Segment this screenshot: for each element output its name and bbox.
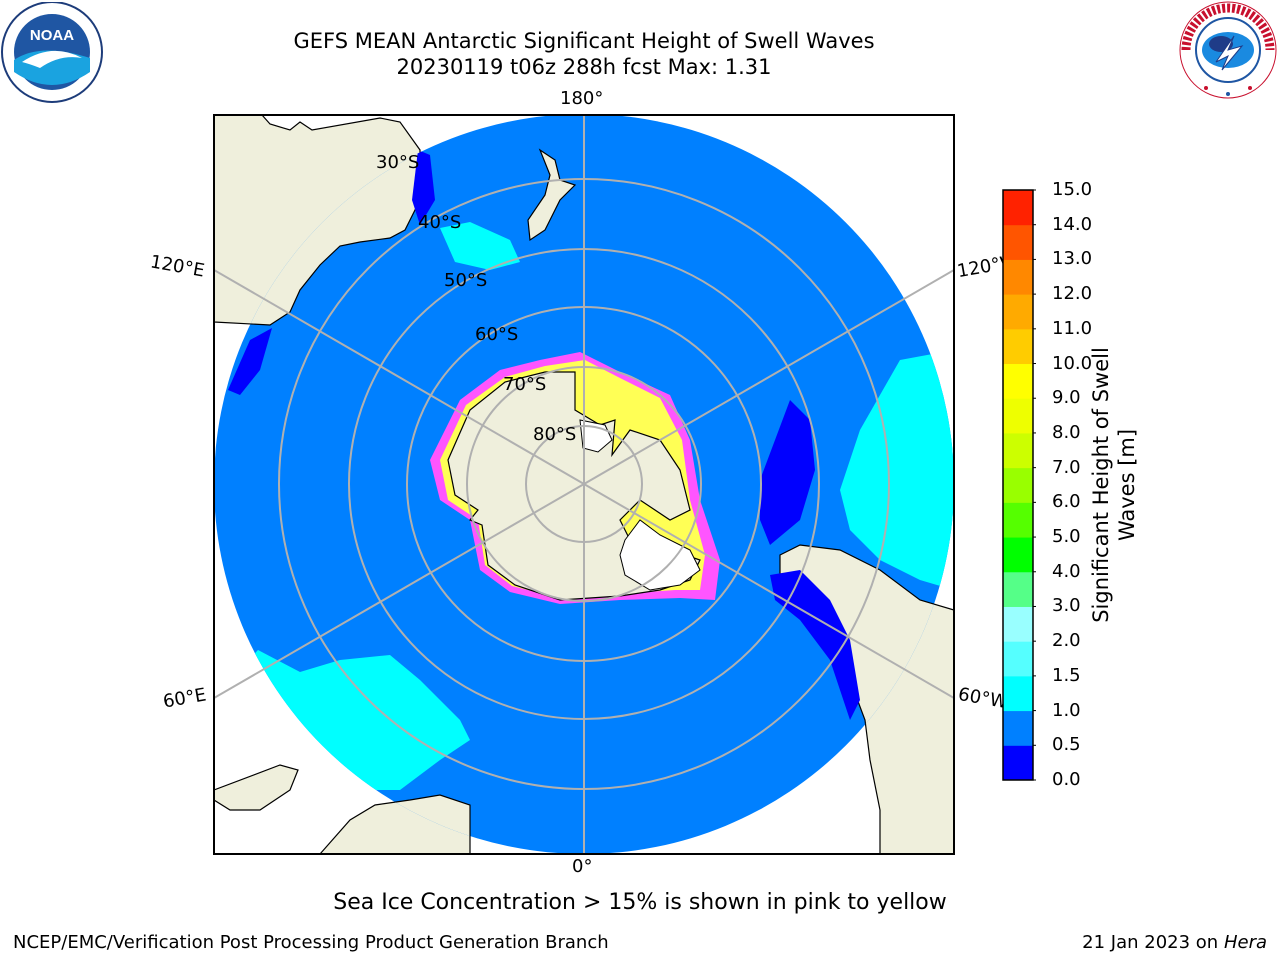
lat-label-70s: 70°S bbox=[503, 374, 547, 395]
colorbar-title-line2: Waves [m] bbox=[1115, 428, 1139, 542]
colorbar-tick-label: 8.0 bbox=[1052, 421, 1081, 443]
colorbar-tick-label: 12.0 bbox=[1052, 283, 1093, 305]
swell-area-0-0-0-5 bbox=[228, 328, 272, 395]
map-frame-border bbox=[213, 114, 955, 855]
colorbar-tick-label: 5.0 bbox=[1052, 526, 1081, 548]
colorbar-segment bbox=[1003, 467, 1033, 503]
colorbar-tick-label: 0.5 bbox=[1052, 734, 1081, 756]
colorbar-segment bbox=[1003, 675, 1033, 712]
colorbar-segment bbox=[1003, 606, 1033, 642]
lat-label-30s: 30°S bbox=[376, 152, 420, 173]
colorbar-segment bbox=[1003, 537, 1033, 573]
colorbar-tick-label: 1.5 bbox=[1052, 664, 1081, 686]
swell-area-0-0-0-5 bbox=[770, 570, 860, 720]
colorbar-tick-label: 10.0 bbox=[1052, 352, 1093, 374]
colorbar-tick-label: 4.0 bbox=[1052, 560, 1081, 582]
colorbar-segment bbox=[1003, 190, 1033, 226]
swell-area-0-0-0-5 bbox=[412, 150, 435, 225]
colorbar bbox=[1002, 189, 1036, 781]
national-weather-service-logo-icon bbox=[1179, 1, 1277, 99]
chart-subtitle: 20230119 t06z 288h fcst Max: 1.31 bbox=[396, 55, 772, 79]
ice-shelf bbox=[579, 419, 613, 453]
colorbar-segment bbox=[1003, 432, 1033, 469]
colorbar-tick-label: 13.0 bbox=[1052, 248, 1093, 270]
colorbar-tick-label: 11.0 bbox=[1052, 317, 1093, 339]
swell-area-1-0-1-5 bbox=[440, 222, 520, 270]
colorbar-segment bbox=[1003, 328, 1033, 365]
sea-ice-note: Sea Ice Concentration > 15% is shown in … bbox=[333, 890, 947, 915]
lat-label-80s: 80°S bbox=[533, 424, 577, 445]
colorbar-segment bbox=[1003, 745, 1033, 781]
colorbar-tick-label: 0.0 bbox=[1052, 769, 1081, 790]
colorbar-segment bbox=[1003, 398, 1033, 434]
colorbar-segment bbox=[1003, 571, 1033, 607]
madagascar-land bbox=[214, 764, 299, 811]
colorbar-tick-label: 14.0 bbox=[1052, 213, 1093, 235]
swell-area-1-0-1-5 bbox=[840, 350, 954, 590]
colorbar-segment bbox=[1003, 224, 1033, 260]
colorbar-segment bbox=[1003, 294, 1033, 330]
colorbar-segment bbox=[1003, 641, 1033, 677]
footer-credit: NCEP/EMC/Verification Post Processing Pr… bbox=[13, 932, 609, 953]
footer-date: 21 Jan 2023 on Hera bbox=[1082, 932, 1267, 953]
ice-shelf bbox=[619, 519, 701, 591]
svg-text:NOAA: NOAA bbox=[30, 27, 74, 44]
longitude-lines bbox=[214, 115, 954, 854]
colorbar-title-line1: Significant Height of Swell bbox=[1089, 347, 1113, 623]
swell-area-0-0-0-5 bbox=[760, 400, 815, 545]
footer-date-text: 21 Jan 2023 on bbox=[1082, 932, 1224, 953]
colorbar-tick-label: 15.0 bbox=[1052, 179, 1093, 200]
colorbar-segment bbox=[1003, 363, 1033, 399]
new-zealand-land bbox=[527, 148, 577, 242]
lat-label-50s: 50°S bbox=[444, 270, 488, 291]
lat-label-40s: 40°S bbox=[418, 212, 462, 233]
chart-title: GEFS MEAN Antarctic Significant Height o… bbox=[293, 29, 875, 53]
colorbar-tick-label: 7.0 bbox=[1052, 456, 1081, 478]
colorbar-border bbox=[1002, 189, 1034, 781]
lon-label-180: 180° bbox=[560, 88, 604, 109]
colorbar-tick-label: 1.0 bbox=[1052, 699, 1081, 721]
noaa-logo-icon: NOAA bbox=[1, 2, 103, 103]
colorbar-segment bbox=[1003, 259, 1033, 295]
colorbar-segment bbox=[1003, 710, 1033, 746]
colorbar-segment bbox=[1003, 502, 1033, 538]
colorbar-tick-label: 2.0 bbox=[1052, 630, 1081, 652]
footer-host: Hera bbox=[1223, 932, 1267, 953]
colorbar-tick-label: 9.0 bbox=[1052, 387, 1081, 409]
colorbar-ticks: 15.0 14.0 13.0 12.0 11.0 10.0 9.0 8.0 7.0 6.0 5.0 4… bbox=[1052, 180, 1122, 790]
colorbar-tick-label: 3.0 bbox=[1052, 595, 1081, 617]
lat-label-60s: 60°S bbox=[475, 324, 519, 345]
lon-label-0: 0° bbox=[572, 856, 593, 877]
colorbar-tick-label: 6.0 bbox=[1052, 491, 1081, 513]
